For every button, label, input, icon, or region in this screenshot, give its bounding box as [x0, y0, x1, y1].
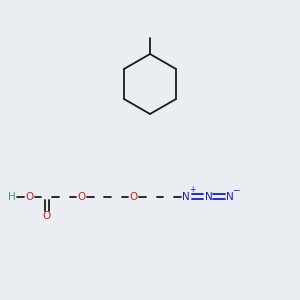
Text: O: O: [43, 211, 51, 221]
Text: −: −: [232, 185, 240, 194]
Text: O: O: [25, 191, 34, 202]
Text: O: O: [77, 191, 86, 202]
Text: +: +: [189, 185, 196, 194]
Text: N: N: [226, 191, 233, 202]
Text: N: N: [205, 191, 212, 202]
Text: N: N: [182, 191, 190, 202]
Text: O: O: [130, 191, 138, 202]
Text: H: H: [8, 191, 16, 202]
